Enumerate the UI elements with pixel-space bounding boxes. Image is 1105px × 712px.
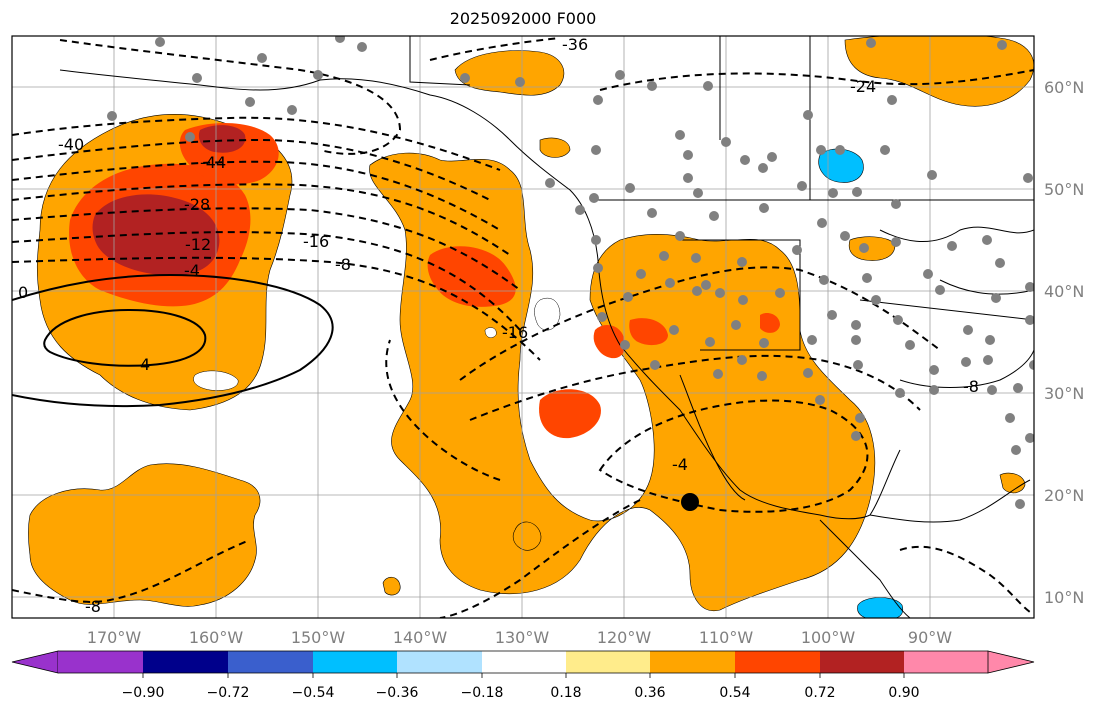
lat-lon-grid xyxy=(12,36,1034,618)
lon-label: 100°W xyxy=(801,628,856,647)
lat-label: 40°N xyxy=(1044,282,1084,301)
coastlines xyxy=(59,36,1034,618)
colorbar-bin xyxy=(313,651,399,673)
latitude-labels: 60°N 50°N 40°N 30°N 20°N 10°N xyxy=(1044,78,1084,607)
colorbar-label: −0.72 xyxy=(207,685,250,701)
lat-label: 20°N xyxy=(1044,486,1084,505)
anomaly-fill-light-blue xyxy=(818,148,904,618)
contour-label: -8 xyxy=(963,377,979,396)
highlight-marker xyxy=(681,493,699,511)
map-panel: -40 -44 -28 -12 -4 -16 -8 0 4 -36 -24 -1… xyxy=(11,35,1084,647)
colorbar-label: 0.36 xyxy=(634,685,665,701)
lon-label: 90°W xyxy=(908,628,952,647)
contour-label: -12 xyxy=(185,235,211,254)
colorbar-bin xyxy=(58,651,144,673)
map-title: 2025092000 F000 xyxy=(449,9,597,28)
colorbar-outline xyxy=(58,650,988,674)
lon-label: 140°W xyxy=(393,628,448,647)
contour-label: 0 xyxy=(18,283,28,302)
colorbar-bin xyxy=(904,651,990,673)
contour-label: -4 xyxy=(672,455,688,474)
lon-label: 130°W xyxy=(495,628,550,647)
contour-label: -44 xyxy=(200,153,226,172)
colorbar-high-extension xyxy=(987,650,1035,674)
contour-label: -4 xyxy=(184,261,200,280)
colorbar-ticks xyxy=(142,673,905,678)
contour-label: -16 xyxy=(303,232,329,251)
station-markers xyxy=(107,36,1034,509)
lon-label: 170°W xyxy=(87,628,142,647)
lon-label: 160°W xyxy=(189,628,244,647)
colorbar-low-extension xyxy=(11,650,59,674)
colorbar-label: −0.18 xyxy=(461,685,504,701)
colorbar-bin xyxy=(482,651,568,673)
colorbar-bin xyxy=(228,651,314,673)
colorbar-label: 0.72 xyxy=(804,685,835,701)
colorbar-bin xyxy=(735,651,821,673)
colorbar-label: −0.36 xyxy=(376,685,419,701)
anomaly-fill-dark-red xyxy=(92,125,246,276)
contour-label: -40 xyxy=(58,135,84,154)
colorbar-label: 0.54 xyxy=(719,685,750,701)
contour-label: -8 xyxy=(85,597,101,616)
colorbar-bin xyxy=(650,651,736,673)
longitude-labels: 170°W 160°W 150°W 140°W 130°W 120°W 110°… xyxy=(87,628,952,647)
contour-labels: -40 -44 -28 -12 -4 -16 -8 0 4 -36 -24 -1… xyxy=(18,35,979,616)
contour-label: -36 xyxy=(562,35,588,54)
colorbar-bin xyxy=(397,651,483,673)
contour-label: -24 xyxy=(850,77,876,96)
lat-label: 50°N xyxy=(1044,180,1084,199)
colorbar-label: 0.18 xyxy=(550,685,581,701)
colorbar-label: −0.90 xyxy=(122,685,165,701)
contour-label: -8 xyxy=(335,255,351,274)
colorbar-bin xyxy=(820,651,906,673)
colorbar-bin xyxy=(566,651,652,673)
lon-label: 110°W xyxy=(699,628,754,647)
contour-label: -16 xyxy=(502,323,528,342)
white-holes xyxy=(193,297,561,391)
colorbar-label: 0.90 xyxy=(888,685,919,701)
colorbar-labels: −0.90 −0.72 −0.54 −0.36 −0.18 0.18 0.36 … xyxy=(122,685,920,701)
map-frame xyxy=(11,35,1035,619)
contour-label: -28 xyxy=(184,195,210,214)
lon-label: 120°W xyxy=(597,628,652,647)
contours-positive xyxy=(12,273,334,408)
colorbar-label: −0.54 xyxy=(292,685,335,701)
colorbar-bin xyxy=(143,651,229,673)
lat-label: 60°N xyxy=(1044,78,1084,97)
contour-label: 4 xyxy=(140,355,150,374)
colorbar: −0.90 −0.72 −0.54 −0.36 −0.18 0.18 0.36 … xyxy=(11,650,1035,701)
lon-label: 150°W xyxy=(291,628,346,647)
lat-label: 10°N xyxy=(1044,588,1084,607)
lat-label: 30°N xyxy=(1044,384,1084,403)
